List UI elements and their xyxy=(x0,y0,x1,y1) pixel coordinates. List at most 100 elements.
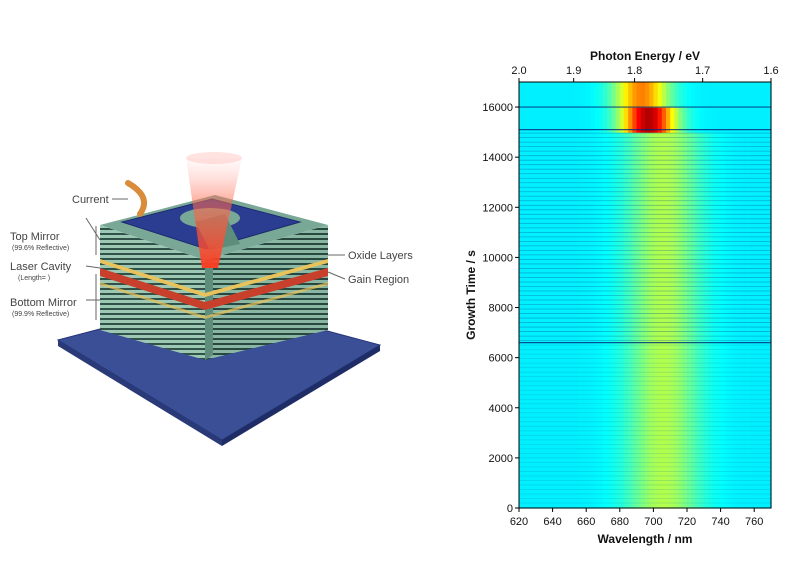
heatmap-cell xyxy=(619,327,625,334)
heatmap-cell xyxy=(603,302,608,309)
heatmap-cell xyxy=(535,432,541,439)
heatmap-cell xyxy=(556,272,562,279)
heatmap-cell xyxy=(649,227,654,233)
heatmap-cell xyxy=(678,372,684,379)
heatmap-cell xyxy=(712,212,717,218)
heatmap-cell xyxy=(556,242,562,248)
heatmap-cell xyxy=(611,392,617,399)
heatmap-cell xyxy=(640,192,646,198)
heatmap-cell xyxy=(695,117,701,123)
heatmap-cell xyxy=(603,92,608,98)
heatmap-cell xyxy=(619,272,625,279)
heatmap-cell xyxy=(733,287,738,294)
heatmap-cell xyxy=(657,182,663,188)
heatmap-cell xyxy=(699,432,705,439)
heatmap-cell xyxy=(737,367,743,374)
heatmap-cell xyxy=(699,107,705,113)
heatmap-cell xyxy=(640,417,646,424)
heatmap-cell xyxy=(745,377,751,384)
heatmap-cell xyxy=(716,482,722,489)
heatmap-cell xyxy=(750,472,755,479)
heatmap-cell xyxy=(670,397,675,404)
heatmap-cell xyxy=(766,442,772,449)
heatmap-cell xyxy=(754,147,759,153)
heatmap-cell xyxy=(565,357,570,364)
heatmap-cell xyxy=(733,272,738,279)
heatmap-cell xyxy=(535,117,541,123)
heatmap-cell xyxy=(703,432,709,439)
heatmap-cell xyxy=(615,327,621,334)
heatmap-cell xyxy=(603,382,608,389)
heatmap-cell xyxy=(624,297,629,304)
heatmap-cell xyxy=(657,322,663,329)
heatmap-cell xyxy=(540,117,545,123)
heatmap-cell xyxy=(594,402,600,409)
heatmap-cell xyxy=(531,347,537,354)
heatmap-cell xyxy=(674,242,680,248)
heatmap-cell xyxy=(724,477,730,484)
heatmap-cell xyxy=(615,417,621,424)
heatmap-cell xyxy=(590,402,596,409)
heatmap-cell xyxy=(695,242,701,248)
heatmap-cell xyxy=(716,437,722,444)
heatmap-cell xyxy=(527,137,533,143)
heatmap-cell xyxy=(619,347,625,354)
heatmap-cell xyxy=(708,132,713,138)
heatmap-cell xyxy=(582,172,587,178)
heatmap-cell xyxy=(615,262,621,269)
heatmap-cell xyxy=(712,277,717,284)
heatmap-cell xyxy=(519,347,524,354)
heatmap-cell xyxy=(577,272,583,279)
heatmap-cell xyxy=(766,437,772,444)
heatmap-cell xyxy=(552,252,558,259)
heatmap-cell xyxy=(611,142,617,148)
heatmap-cell xyxy=(653,97,659,103)
heatmap-cell xyxy=(729,337,734,344)
heatmap-cell xyxy=(632,197,638,203)
heatmap-cell xyxy=(733,302,738,309)
heatmap-cell xyxy=(720,302,726,309)
heatmap-cell xyxy=(577,232,583,238)
heatmap-cell xyxy=(657,427,663,434)
heatmap-cell xyxy=(712,492,717,499)
heatmap-cell xyxy=(661,462,667,469)
heatmap-cell xyxy=(674,102,680,108)
heatmap-cell xyxy=(573,337,579,344)
heatmap-cell xyxy=(535,212,541,218)
heatmap-cell xyxy=(762,437,768,444)
heatmap-cell xyxy=(661,182,667,188)
heatmap-cell xyxy=(569,482,575,489)
heatmap-cell xyxy=(708,492,713,499)
heatmap-cell xyxy=(611,227,617,233)
heatmap-cell xyxy=(716,287,722,294)
heatmap-cell xyxy=(754,317,759,324)
heatmap-cell xyxy=(745,217,751,223)
heatmap-cell xyxy=(523,442,528,449)
heatmap-cell xyxy=(544,317,549,324)
heatmap-cell xyxy=(523,307,528,314)
heatmap-cell xyxy=(582,237,587,243)
heatmap-cell xyxy=(636,337,642,344)
heatmap-cell xyxy=(519,422,524,429)
heatmap-cell xyxy=(556,497,562,504)
heatmap-cell xyxy=(611,417,617,424)
heatmap-cell xyxy=(582,427,587,434)
heatmap-cell xyxy=(607,382,612,389)
heatmap-cell xyxy=(691,197,696,203)
heatmap-cell xyxy=(569,157,575,163)
heatmap-cell xyxy=(695,477,701,484)
heatmap-cell xyxy=(754,252,759,259)
heatmap-cell xyxy=(670,312,675,319)
heatmap-cell xyxy=(733,172,738,178)
heatmap-cell xyxy=(720,342,726,349)
heatmap-cell xyxy=(745,467,751,474)
heatmap-cell xyxy=(699,257,705,264)
heatmap-cell xyxy=(703,447,709,454)
heatmap-cell xyxy=(569,237,575,243)
heatmap-cell xyxy=(636,387,642,394)
heatmap-cell xyxy=(645,427,650,434)
heatmap-cell xyxy=(628,292,633,299)
heatmap-cell xyxy=(624,232,629,238)
heatmap-cell xyxy=(552,177,558,183)
